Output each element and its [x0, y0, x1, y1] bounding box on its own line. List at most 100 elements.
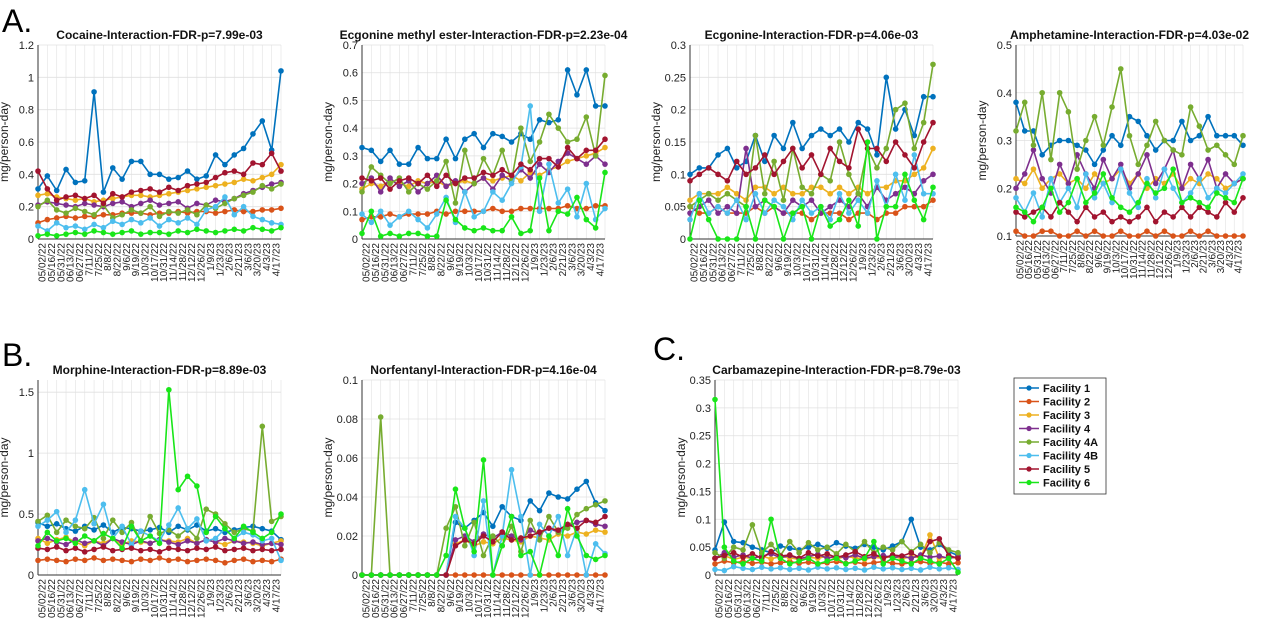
data-point: [424, 572, 431, 578]
data-point: [808, 236, 815, 242]
x-tick-label: 9/19/22: [1103, 240, 1114, 274]
data-point: [72, 517, 79, 523]
x-tick-label: 7/11/22: [84, 243, 95, 276]
data-point: [574, 511, 580, 518]
data-point: [583, 114, 590, 120]
data-point: [1144, 152, 1150, 158]
data-point: [452, 542, 459, 549]
legend-entry: Facility 4B: [1019, 451, 1098, 463]
x-tick-label: 8/22/22: [436, 579, 447, 613]
data-point: [1065, 199, 1072, 206]
data-point: [1109, 104, 1115, 110]
data-point: [72, 223, 79, 229]
data-point: [855, 119, 862, 126]
data-point: [91, 546, 97, 553]
data-point: [147, 513, 153, 520]
data-point: [843, 566, 849, 573]
x-tick-label: 8/8/22: [427, 579, 438, 607]
data-point: [109, 517, 116, 523]
data-point: [119, 194, 125, 200]
data-point: [871, 538, 877, 545]
data-point: [424, 186, 431, 192]
data-point: [138, 556, 144, 562]
data-point: [911, 152, 918, 158]
x-tick-label: 12/12/22: [511, 243, 522, 282]
x-tick-label: 4/17/23: [595, 579, 606, 613]
x-tick-label: 06/13/22: [66, 243, 77, 282]
data-point: [602, 513, 608, 520]
y-tick-label: 0.5: [343, 95, 358, 107]
x-tick-label: 12/12/22: [839, 243, 850, 282]
data-point: [184, 207, 191, 213]
data-point: [128, 207, 135, 213]
x-tick-label: 4/3/23: [1225, 240, 1236, 268]
data-point: [1021, 128, 1028, 134]
data-point: [490, 205, 496, 212]
data-point: [1187, 214, 1194, 220]
x-tick-label: 1/9/23: [530, 579, 541, 607]
data-point: [786, 545, 793, 552]
data-point: [147, 546, 153, 553]
data-point: [250, 558, 256, 565]
y-tick-label: 0.5: [997, 40, 1012, 52]
data-point: [53, 538, 60, 544]
data-point: [805, 544, 812, 550]
data-point: [387, 211, 393, 217]
legend-swatch-marker: [1026, 452, 1032, 459]
data-point: [1179, 118, 1185, 125]
data-point: [805, 567, 812, 573]
data-point: [583, 572, 590, 578]
data-point: [1179, 204, 1185, 211]
data-point: [405, 175, 412, 181]
data-point: [768, 561, 774, 567]
data-point: [724, 203, 731, 210]
data-point: [53, 220, 60, 226]
data-point: [777, 555, 784, 562]
data-point: [1074, 142, 1080, 149]
data-point: [377, 233, 384, 240]
data-point: [733, 190, 740, 197]
data-point: [184, 168, 191, 174]
data-point: [808, 190, 815, 197]
data-point: [212, 557, 219, 564]
data-point: [1117, 161, 1124, 168]
legend-swatch-marker: [1026, 398, 1032, 405]
data-point: [250, 189, 256, 195]
data-point: [818, 126, 824, 132]
x-tick-label: 7/25/22: [418, 579, 429, 613]
y-tick-label: 0.6: [19, 137, 34, 149]
data-point: [480, 169, 487, 176]
data-point: [564, 552, 571, 559]
data-point: [1144, 228, 1150, 235]
data-point: [583, 180, 590, 187]
data-point: [808, 152, 815, 158]
data-point: [109, 218, 116, 225]
data-point: [518, 572, 524, 578]
data-point: [564, 144, 571, 151]
x-tick-label: 9/6/22: [1094, 240, 1105, 268]
x-tick-label: 7/11/22: [761, 579, 772, 612]
x-tick-label: 10/31/22: [483, 579, 494, 618]
data-point: [818, 184, 824, 191]
data-point: [749, 566, 756, 573]
x-tick-label: 3/20/23: [1216, 240, 1227, 274]
data-point: [184, 182, 191, 189]
data-point: [1013, 209, 1019, 215]
data-point: [184, 229, 191, 236]
data-point: [147, 203, 153, 210]
y-axis-label: mg/person-day: [975, 100, 989, 180]
data-point: [805, 549, 812, 556]
data-point: [35, 518, 41, 525]
data-point: [1179, 152, 1185, 158]
data-point: [1021, 209, 1028, 215]
x-tick-label: 06/27/22: [727, 243, 738, 282]
data-point: [128, 523, 135, 530]
data-point: [833, 564, 840, 571]
data-point: [480, 533, 487, 539]
data-point: [1083, 171, 1089, 177]
data-point: [231, 529, 238, 536]
data-point: [564, 533, 571, 539]
data-point: [743, 216, 749, 223]
data-point: [846, 171, 852, 178]
